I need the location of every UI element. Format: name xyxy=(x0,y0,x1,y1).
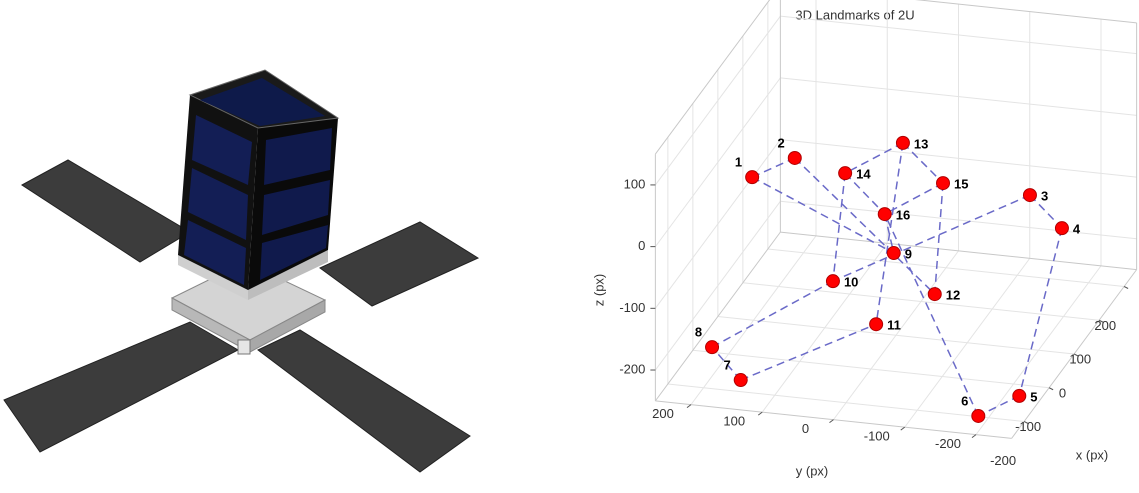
landmark-label: 8 xyxy=(695,325,702,340)
tick-mark xyxy=(972,435,976,438)
z-tick-label: 0 xyxy=(638,238,645,253)
z-tick-label: -200 xyxy=(619,361,645,376)
landmark-label: 11 xyxy=(887,318,901,333)
landmark-point xyxy=(887,247,900,260)
cubesat-render xyxy=(4,70,478,472)
tick-mark xyxy=(758,412,762,415)
y-tick-label: 0 xyxy=(802,421,809,436)
landmark-edge xyxy=(833,173,845,281)
landmark-label: 6 xyxy=(961,393,968,408)
x-tick-label: 0 xyxy=(1059,385,1066,400)
landmark-label: 12 xyxy=(946,288,960,303)
z-tick-label: 100 xyxy=(624,176,646,191)
landmark-point xyxy=(937,177,950,190)
y-axis-title: y (px) xyxy=(796,463,829,478)
x-tick-label: -200 xyxy=(990,453,1016,468)
tick-mark xyxy=(1049,388,1053,390)
grid-line xyxy=(976,266,1101,435)
landmark-point xyxy=(746,171,759,184)
y-tick-label: -200 xyxy=(935,436,961,451)
landmark-point xyxy=(706,341,719,354)
landmark-edge xyxy=(712,281,833,347)
landmark-point xyxy=(788,151,801,164)
landmark-point xyxy=(1023,189,1036,202)
x-tick-label: 100 xyxy=(1069,352,1091,367)
z-axis-title: z (px) xyxy=(591,274,606,307)
landmark-point xyxy=(1055,222,1068,235)
landmark-point xyxy=(839,167,852,180)
chart-title: 3D Landmarks of 2U xyxy=(795,7,914,22)
grid-line xyxy=(691,236,816,405)
landmark-edge xyxy=(741,324,876,380)
landmark-point xyxy=(1013,389,1026,402)
landmark-label: 2 xyxy=(778,135,785,150)
x-tick-label: -100 xyxy=(1015,419,1041,434)
landmark-label: 5 xyxy=(1030,389,1037,404)
landmark-label: 9 xyxy=(905,246,912,261)
landmark-label: 14 xyxy=(856,167,871,182)
landmark-edge xyxy=(885,214,979,416)
landmark-label: 10 xyxy=(844,275,858,290)
landmark-point xyxy=(972,409,985,422)
grid-line xyxy=(762,243,887,412)
tick-mark xyxy=(1124,287,1128,289)
z-tick-label: -100 xyxy=(619,300,645,315)
landmark-point xyxy=(734,374,747,387)
landmark-point xyxy=(896,136,909,149)
landmark-label: 16 xyxy=(896,208,910,223)
x-axis-title: x (px) xyxy=(1076,447,1109,462)
y-tick-label: -100 xyxy=(864,429,890,444)
landmark-label: 13 xyxy=(914,136,928,151)
landmark-point xyxy=(928,288,941,301)
figure: 3D Landmarks of 2U y (px) x (px) z (px) … xyxy=(0,0,1139,493)
tick-mark xyxy=(830,420,834,423)
landmark-label: 7 xyxy=(723,357,730,372)
landmark-edge xyxy=(833,195,1030,281)
x-tick-label: 200 xyxy=(1094,318,1116,333)
y-tick-label: 200 xyxy=(652,406,674,421)
landmark-label: 4 xyxy=(1073,222,1081,237)
landmark-label: 1 xyxy=(735,155,742,170)
landmark-label: 3 xyxy=(1041,189,1048,204)
y-tick-label: 100 xyxy=(723,414,745,429)
landmark-point xyxy=(826,275,839,288)
landmark-point xyxy=(870,318,883,331)
tick-mark xyxy=(687,405,691,408)
landmark-edge xyxy=(752,158,795,177)
landmark-label: 15 xyxy=(954,177,968,192)
tick-mark xyxy=(901,427,905,430)
landmark-edge xyxy=(885,183,943,214)
landmark-point xyxy=(878,208,891,221)
